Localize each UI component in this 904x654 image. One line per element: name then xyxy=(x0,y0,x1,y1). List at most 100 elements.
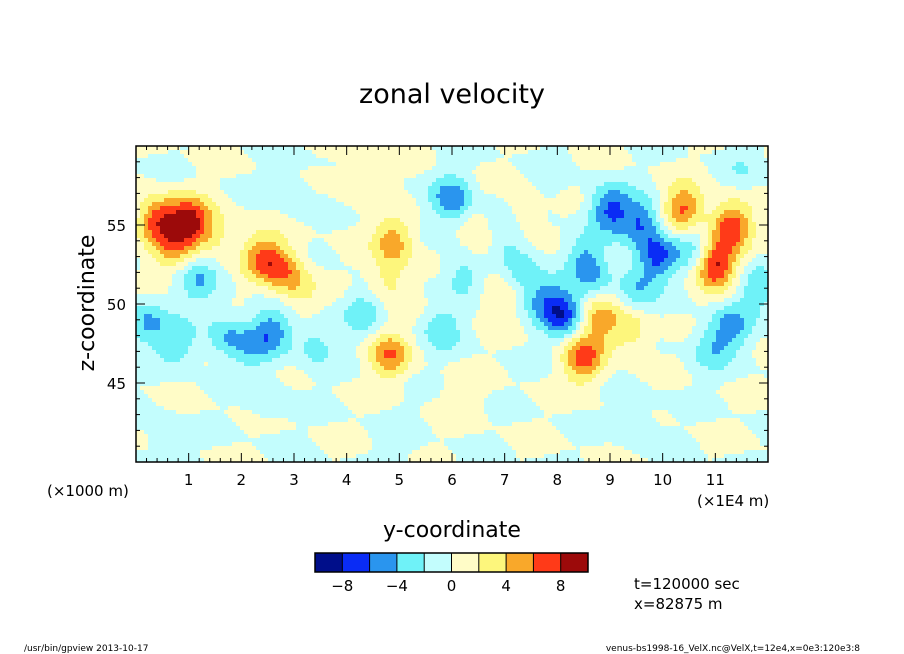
heat-cell xyxy=(516,234,520,238)
heat-cell xyxy=(764,238,768,242)
heat-cell xyxy=(748,174,752,178)
heat-cell xyxy=(744,238,748,242)
heat-cell xyxy=(672,258,676,262)
heat-cell xyxy=(600,210,604,214)
heat-cell xyxy=(188,226,192,230)
heat-cell xyxy=(588,178,592,182)
heat-cell xyxy=(636,258,640,262)
heat-cell xyxy=(228,218,232,222)
heat-cell xyxy=(580,198,584,202)
heat-cell xyxy=(196,170,200,174)
heat-cell xyxy=(620,258,624,262)
heat-cell xyxy=(232,194,236,198)
heat-cell xyxy=(676,210,680,214)
heat-cell xyxy=(136,226,140,230)
heat-cell xyxy=(528,186,532,190)
heat-cell xyxy=(752,250,756,254)
heat-cell xyxy=(524,166,528,170)
heat-cell xyxy=(684,234,688,238)
heat-cell xyxy=(192,186,196,190)
heat-cell xyxy=(280,210,284,214)
heat-cell xyxy=(324,266,328,270)
heat-cell xyxy=(508,242,512,246)
heat-cell xyxy=(524,246,528,250)
heat-cell xyxy=(640,226,644,230)
heat-cell xyxy=(392,190,396,194)
heat-cell xyxy=(196,254,200,258)
heat-cell xyxy=(612,166,616,170)
heat-cell xyxy=(500,166,504,170)
heat-cell xyxy=(144,154,148,158)
heat-cell xyxy=(336,270,340,274)
heat-cell xyxy=(664,250,668,254)
heat-cell xyxy=(256,150,260,154)
heat-cell xyxy=(632,182,636,186)
heat-cell xyxy=(576,258,580,262)
heat-cell xyxy=(412,250,416,254)
heat-cell xyxy=(684,226,688,230)
heat-cell xyxy=(748,214,752,218)
heat-cell xyxy=(292,206,296,210)
heat-cell xyxy=(424,230,428,234)
heat-cell xyxy=(404,190,408,194)
heat-cell xyxy=(580,262,584,266)
heat-cell xyxy=(576,254,580,258)
heat-cell xyxy=(320,146,324,150)
heat-cell xyxy=(564,174,568,178)
heat-cell xyxy=(708,198,712,202)
heat-cell xyxy=(640,218,644,222)
heat-cell xyxy=(152,218,156,222)
heat-cell xyxy=(660,174,664,178)
heat-cell xyxy=(384,198,388,202)
heat-cell xyxy=(372,170,376,174)
heat-cell xyxy=(496,194,500,198)
heat-cell xyxy=(504,194,508,198)
heat-cell xyxy=(332,238,336,242)
heat-cell xyxy=(408,182,412,186)
heat-cell xyxy=(628,266,632,270)
heat-cell xyxy=(744,182,748,186)
heat-cell xyxy=(296,250,300,254)
heat-cell xyxy=(524,170,528,174)
heat-cell xyxy=(396,218,400,222)
heat-cell xyxy=(620,154,624,158)
heat-cell xyxy=(480,218,484,222)
heat-cell xyxy=(756,162,760,166)
heat-cell xyxy=(484,270,488,274)
heat-cell xyxy=(248,246,252,250)
heat-cell xyxy=(488,170,492,174)
heat-cell xyxy=(448,202,452,206)
heat-cell xyxy=(648,222,652,226)
heat-cell xyxy=(688,186,692,190)
heat-cell xyxy=(432,270,436,274)
heat-cell xyxy=(284,210,288,214)
heat-cell xyxy=(452,258,456,262)
heat-cell xyxy=(172,258,176,262)
heat-cell xyxy=(312,194,316,198)
heat-cell xyxy=(604,218,608,222)
heat-cell xyxy=(496,174,500,178)
heat-cell xyxy=(656,206,660,210)
heat-cell xyxy=(632,218,636,222)
heat-cell xyxy=(372,166,376,170)
heat-cell xyxy=(592,154,596,158)
heat-cell xyxy=(212,254,216,258)
heat-cell xyxy=(168,246,172,250)
heat-cell xyxy=(444,226,448,230)
heat-cell xyxy=(280,186,284,190)
heat-cell xyxy=(684,222,688,226)
heat-cell xyxy=(276,154,280,158)
heat-cell xyxy=(372,198,376,202)
heat-cell xyxy=(480,210,484,214)
heat-cell xyxy=(504,222,508,226)
heat-cell xyxy=(564,190,568,194)
heat-cell xyxy=(412,206,416,210)
heat-cell xyxy=(364,194,368,198)
heat-cell xyxy=(412,222,416,226)
heat-cell xyxy=(720,194,724,198)
heat-cell xyxy=(496,262,500,266)
heat-cell xyxy=(456,238,460,242)
heat-cell xyxy=(280,166,284,170)
heat-cell xyxy=(532,194,536,198)
heat-cell xyxy=(544,242,548,246)
